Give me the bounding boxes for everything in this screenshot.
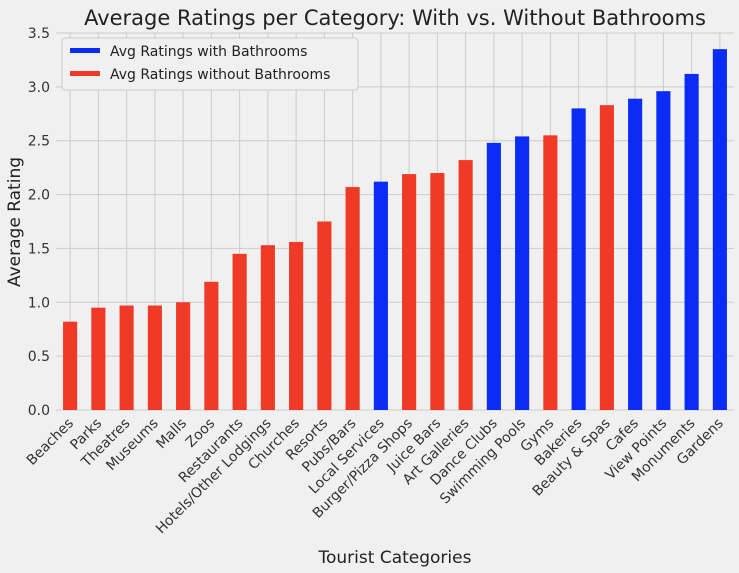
x-axis-label: Tourist Categories bbox=[318, 548, 472, 568]
y-tick-label: 3.5 bbox=[28, 26, 50, 42]
bar-restaurants bbox=[232, 253, 247, 410]
legend-box bbox=[61, 37, 359, 91]
legend: Avg Ratings with Bathrooms Avg Ratings w… bbox=[61, 37, 359, 91]
legend-label-without-bathrooms: Avg Ratings without Bathrooms bbox=[110, 67, 330, 83]
bar-pubs-bars bbox=[345, 187, 360, 410]
bar-museums bbox=[147, 305, 162, 410]
bar-gardens bbox=[712, 49, 727, 411]
y-ticks: 0.0 0.5 1.0 1.5 2.0 2.5 3.0 3.5 bbox=[28, 26, 50, 419]
bars-layer bbox=[63, 49, 727, 411]
y-tick-label: 1.5 bbox=[28, 241, 50, 257]
bar-malls bbox=[176, 302, 191, 410]
bar-art-galleries bbox=[458, 160, 473, 410]
bar-cafes bbox=[628, 98, 643, 410]
bar-resorts bbox=[317, 221, 332, 410]
bar-bakeries bbox=[571, 108, 586, 411]
bar-beauty-spas bbox=[599, 105, 614, 410]
y-tick-label: 0.0 bbox=[28, 403, 50, 419]
y-axis-label: Average Rating bbox=[5, 157, 25, 287]
bar-burger-pizza-shops bbox=[402, 174, 417, 410]
bar-gyms bbox=[543, 135, 558, 411]
bar-theatres bbox=[119, 305, 134, 410]
legend-swatch-without-bathrooms bbox=[70, 71, 100, 76]
bar-local-services bbox=[373, 181, 388, 410]
bar-view-points bbox=[656, 91, 671, 410]
bar-parks bbox=[91, 307, 106, 410]
y-tick-label: 3.0 bbox=[28, 80, 50, 96]
bar-juice-bars bbox=[430, 173, 445, 410]
bar-hotels-other-lodgings bbox=[260, 245, 275, 410]
bar-swimming-pools bbox=[515, 136, 530, 411]
bar-zoos bbox=[204, 281, 219, 410]
y-tick-label: 1.0 bbox=[28, 295, 50, 311]
y-tick-label: 0.5 bbox=[28, 349, 50, 365]
bar-monuments bbox=[684, 73, 699, 410]
bar-beaches bbox=[63, 321, 78, 410]
y-tick-label: 2.5 bbox=[28, 134, 50, 150]
bar-churches bbox=[289, 241, 304, 410]
chart-title: Average Ratings per Category: With vs. W… bbox=[84, 6, 706, 30]
legend-label-with-bathrooms: Avg Ratings with Bathrooms bbox=[110, 44, 307, 60]
bar-dance-clubs bbox=[486, 142, 501, 410]
y-tick-label: 2.0 bbox=[28, 188, 50, 204]
legend-swatch-with-bathrooms bbox=[70, 48, 100, 53]
